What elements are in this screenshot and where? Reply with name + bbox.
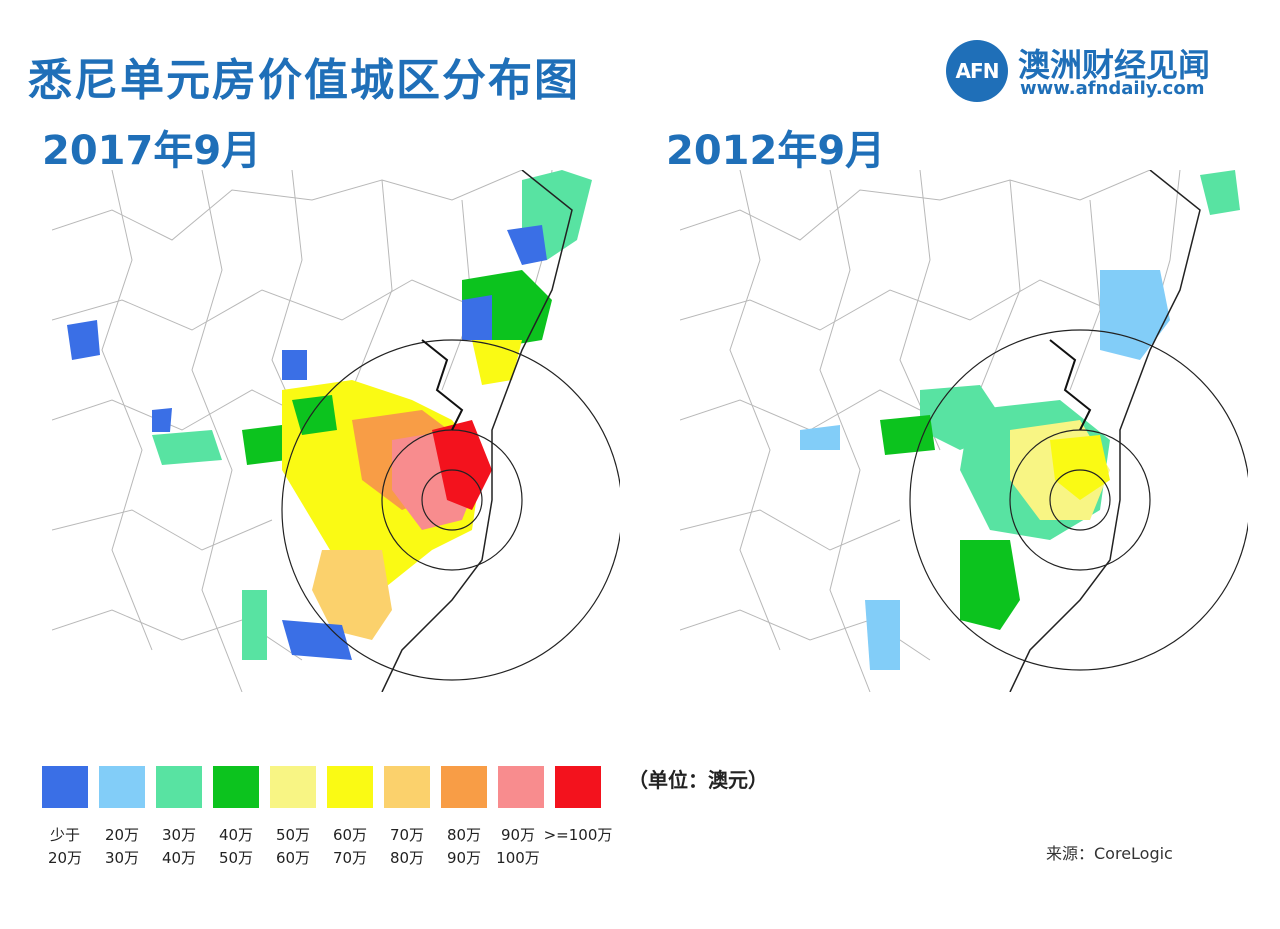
region-metro-green <box>292 395 337 435</box>
legend-label: 少于 20万 <box>47 826 83 867</box>
legend-label: 50万 60万 <box>275 826 311 867</box>
region-west-blue-2 <box>152 408 172 432</box>
unit-note: （单位：澳元） <box>628 768 768 792</box>
legend-label: 30万 40万 <box>161 826 197 867</box>
map-label-2017: 2017年9月 <box>42 128 262 174</box>
region-northern-beaches-light <box>1100 270 1170 360</box>
legend-swatch <box>441 766 487 808</box>
afn-badge: AFN <box>946 40 1008 102</box>
afn-logo: AFN 澳洲财经见闻 www.afndaily.com <box>946 40 1216 104</box>
legend-swatch <box>99 766 145 808</box>
legend-label: 20万 30万 <box>104 826 140 867</box>
coastline <box>1009 170 1201 692</box>
region-south-light <box>865 600 900 670</box>
legend-swatch <box>327 766 373 808</box>
region-pittwater-blue <box>462 295 492 340</box>
legend-swatch <box>213 766 259 808</box>
region-cbd-yellow <box>1050 435 1110 500</box>
region-west-green <box>880 415 935 455</box>
region-south-green <box>960 540 1020 630</box>
legend-label: 40万 50万 <box>218 826 254 867</box>
legend-swatch <box>270 766 316 808</box>
legend-label: 80万 90万 <box>446 826 482 867</box>
legend-swatch <box>498 766 544 808</box>
region-south-teal <box>242 590 267 660</box>
legend-label: >=100万 <box>543 826 613 844</box>
legend-swatch <box>384 766 430 808</box>
legend-label: 60万 70万 <box>332 826 368 867</box>
region-south-blue <box>282 620 352 660</box>
map-label-2012: 2012年9月 <box>666 128 886 174</box>
logo-name: 澳洲财经见闻 <box>1018 46 1211 84</box>
region-west-blue <box>67 320 100 360</box>
region-west-light <box>800 425 840 450</box>
harbour-line <box>421 339 464 431</box>
region-cbd-red <box>432 420 492 510</box>
map-2017 <box>52 170 620 692</box>
legend-label: 90万 100万 <box>496 826 540 867</box>
legend-swatch <box>555 766 601 808</box>
region-west-teal <box>152 430 222 465</box>
coastline <box>381 170 573 692</box>
region-northern-yellow <box>472 340 522 385</box>
legend-swatch <box>42 766 88 808</box>
page-title: 悉尼单元房价值城区分布图 <box>28 55 580 106</box>
source-note: 来源：CoreLogic <box>1046 844 1173 863</box>
region-hills-blue <box>282 350 307 380</box>
region-south-orange <box>312 550 392 640</box>
region-north-teal <box>1200 170 1240 215</box>
map-2012 <box>680 170 1248 692</box>
region-west-green <box>242 425 287 465</box>
legend-swatch <box>156 766 202 808</box>
logo-url: www.afndaily.com <box>1020 78 1205 99</box>
harbour-line <box>1049 339 1092 431</box>
region-north-coast-blue <box>507 225 547 265</box>
legend-label: 70万 80万 <box>389 826 425 867</box>
